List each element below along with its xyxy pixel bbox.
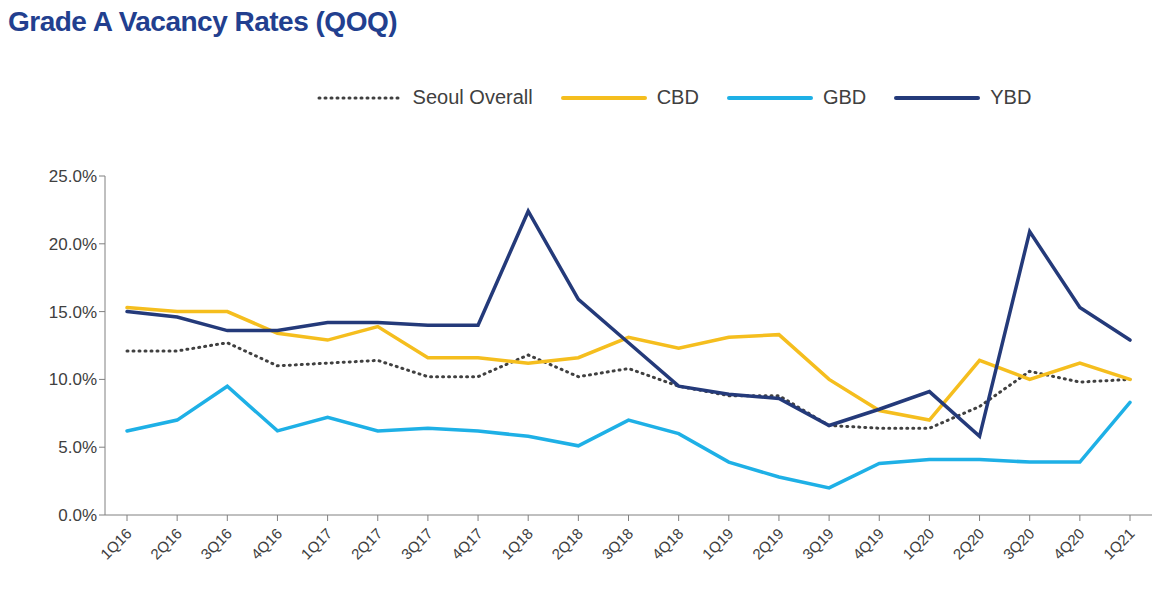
svg-text:4Q20: 4Q20 xyxy=(1050,525,1088,563)
svg-text:10.0%: 10.0% xyxy=(49,370,97,389)
html-text:GBD: GBD xyxy=(822,86,867,108)
svg-text:20.0%: 20.0% xyxy=(49,235,97,254)
svg-text:15.0%: 15.0% xyxy=(49,303,97,322)
svg-text:3Q17: 3Q17 xyxy=(398,525,436,563)
svg-text:1Q20: 1Q20 xyxy=(899,525,937,563)
svg-text:3Q16: 3Q16 xyxy=(197,525,235,563)
svg-text:3Q19: 3Q19 xyxy=(799,525,837,563)
svg-text:1Q17: 1Q17 xyxy=(297,525,335,563)
html-text:Seoul Overall: Seoul Overall xyxy=(412,86,533,108)
svg-text:4Q16: 4Q16 xyxy=(247,525,285,563)
svg-text:2Q16: 2Q16 xyxy=(147,525,185,563)
html-text:YBD: YBD xyxy=(990,86,1032,108)
svg-text:1Q21: 1Q21 xyxy=(1100,525,1138,563)
svg-text:2Q18: 2Q18 xyxy=(548,525,586,563)
html-text:Grade A Vacancy Rates (QOQ): Grade A Vacancy Rates (QOQ) xyxy=(8,6,397,37)
html-text:CBD: CBD xyxy=(656,86,699,108)
svg-text:5.0%: 5.0% xyxy=(58,438,97,457)
svg-text:2Q20: 2Q20 xyxy=(949,525,987,563)
svg-text:1Q18: 1Q18 xyxy=(498,525,536,563)
svg-text:4Q17: 4Q17 xyxy=(448,525,486,563)
svg-text:3Q20: 3Q20 xyxy=(1000,525,1038,563)
svg-text:4Q18: 4Q18 xyxy=(648,525,686,563)
svg-text:2Q19: 2Q19 xyxy=(749,525,787,563)
svg-text:1Q16: 1Q16 xyxy=(97,525,135,563)
svg-text:1Q19: 1Q19 xyxy=(699,525,737,563)
svg-text:4Q19: 4Q19 xyxy=(849,525,887,563)
svg-text:0.0%: 0.0% xyxy=(58,506,97,525)
svg-text:2Q17: 2Q17 xyxy=(348,525,386,563)
svg-text:25.0%: 25.0% xyxy=(49,167,97,186)
svg-text:3Q18: 3Q18 xyxy=(598,525,636,563)
